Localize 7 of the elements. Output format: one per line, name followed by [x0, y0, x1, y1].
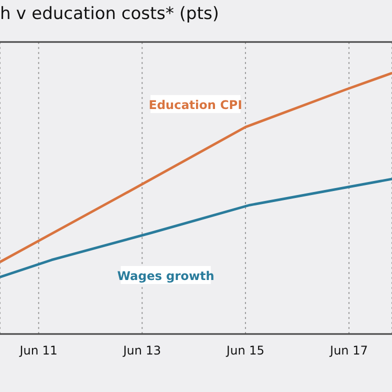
x-tick-label: Jun 13 [122, 344, 162, 358]
text: Wages growth [117, 269, 214, 284]
x-tick-label: Jun 17 [329, 344, 368, 358]
series-label: Education CPI [148, 98, 242, 112]
x-tick-label: Jun 11 [18, 344, 58, 358]
chart-title: h v education costs* (pts) [0, 4, 220, 24]
x-tick-label: Jun 15 [226, 344, 264, 358]
